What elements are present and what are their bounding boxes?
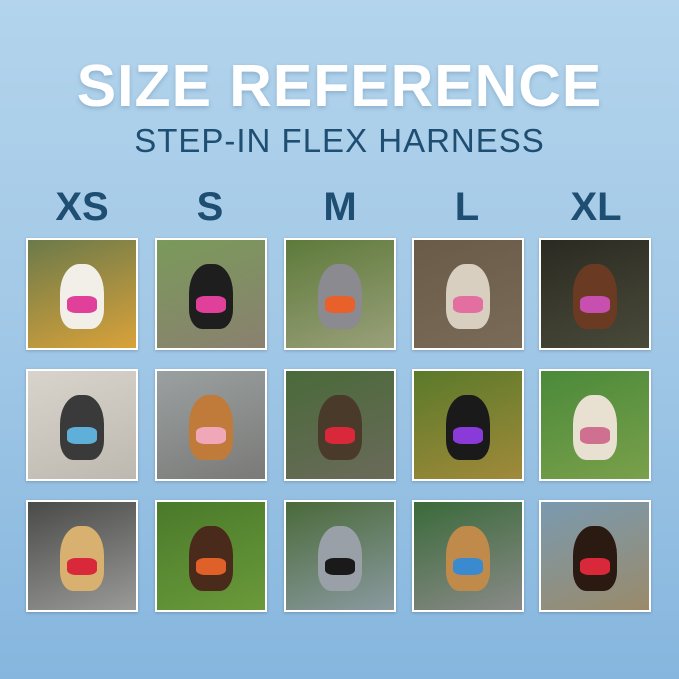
size-label-s: S — [196, 185, 224, 229]
size-label-xs: XS — [55, 185, 109, 229]
dog-figure — [189, 263, 233, 329]
dog-photo-xl-1 — [539, 238, 651, 350]
dog-photo-xs-3 — [26, 500, 138, 612]
dog-figure — [60, 394, 104, 460]
page-subtitle: STEP-IN FLEX HARNESS — [134, 122, 545, 159]
harness — [579, 558, 611, 576]
dog-photo-s-2 — [155, 369, 267, 481]
dog-photo-l-3 — [412, 500, 524, 612]
harness — [195, 427, 227, 445]
page-title: SIZE REFERENCE — [76, 53, 603, 119]
size-label-l: L — [454, 185, 480, 229]
dog-photo-xl-2 — [539, 369, 651, 481]
harness — [66, 296, 98, 314]
dog-figure — [446, 394, 490, 460]
dog-photo-l-2 — [412, 369, 524, 481]
harness — [452, 296, 484, 314]
harness — [452, 558, 484, 576]
dog-photo-m-1 — [284, 238, 396, 350]
dog-photo-s-1 — [155, 238, 267, 350]
dog-figure — [60, 263, 104, 329]
dog-photo-m-2 — [284, 369, 396, 481]
dog-figure — [318, 525, 362, 591]
size-label-xl: XL — [570, 185, 622, 229]
harness — [579, 427, 611, 445]
harness — [579, 296, 611, 314]
dog-photo-s-3 — [155, 500, 267, 612]
dog-photo-l-1 — [412, 238, 524, 350]
harness — [195, 558, 227, 576]
dog-figure — [318, 263, 362, 329]
dog-figure — [446, 525, 490, 591]
dog-figure — [60, 525, 104, 591]
dog-photo-xs-1 — [26, 238, 138, 350]
harness — [66, 427, 98, 445]
dog-figure — [446, 263, 490, 329]
dog-figure — [573, 394, 617, 460]
harness — [324, 558, 356, 576]
harness — [324, 296, 356, 314]
dog-figure — [189, 394, 233, 460]
harness — [324, 427, 356, 445]
harness — [66, 558, 98, 576]
dog-figure — [573, 525, 617, 591]
harness — [452, 427, 484, 445]
dog-photo-xs-2 — [26, 369, 138, 481]
size-label-m: M — [323, 185, 357, 229]
dog-photo-xl-3 — [539, 500, 651, 612]
harness — [195, 296, 227, 314]
dog-figure — [573, 263, 617, 329]
dog-figure — [189, 525, 233, 591]
dog-figure — [318, 394, 362, 460]
dog-photo-m-3 — [284, 500, 396, 612]
